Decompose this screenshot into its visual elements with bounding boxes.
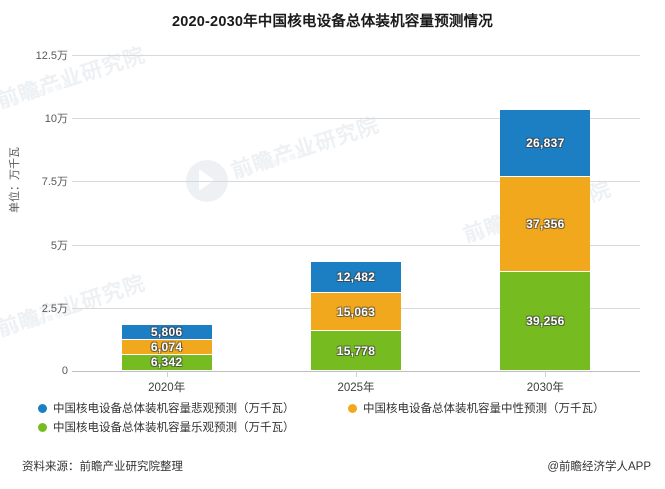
bar-segment[interactable]: 37,356 [500, 177, 591, 272]
chart-legend: 中国核电设备总体装机容量悲观预测（万千瓦） 中国核电设备总体装机容量中性预测（万千… [38, 400, 638, 438]
bar-value-label: 12,482 [336, 269, 376, 284]
source-note: 资料来源：前瞻产业研究院整理 [22, 461, 183, 473]
y-axis-tick-label: 2.5万 [41, 302, 68, 315]
grid-line [72, 244, 640, 246]
x-axis-tick-mark [166, 371, 168, 377]
y-axis-tick-label: 0 [61, 365, 68, 377]
legend-color-swatch [348, 403, 357, 413]
x-axis-tick-mark [545, 371, 547, 377]
bar-segment[interactable]: 26,837 [500, 109, 591, 178]
chart-title: 2020-2030年中国核电设备总体装机容量预测情况 [171, 14, 494, 30]
bar-segment[interactable]: 12,482 [311, 261, 401, 294]
bar-segment[interactable]: 15,063 [311, 293, 401, 332]
y-axis-tick-label: 7.5万 [41, 176, 68, 189]
legend-color-swatch [38, 422, 47, 432]
bar-value-label: 6,074 [150, 339, 183, 354]
legend-label: 中国核电设备总体装机容量悲观预测（万千瓦） [53, 403, 295, 415]
bar-value-label: 15,778 [336, 343, 376, 358]
y-axis: 0 2.5万 5万 7.5万 10万 12.5万 [10, 50, 80, 377]
y-axis-tick-label: 5万 [50, 239, 68, 252]
plot-area: 5,806 6,074 6,342 12,482 15,063 15,778 26,837 3… [72, 55, 640, 372]
bar-value-label: 5,806 [150, 324, 183, 339]
bar-segment[interactable]: 5,806 [121, 324, 212, 340]
bar-value-label: 37,356 [526, 217, 565, 232]
bar-segment[interactable]: 15,778 [311, 331, 401, 371]
bar-stack[interactable]: 26,837 37,356 39,256 [500, 109, 591, 371]
bar-value-label: 39,256 [526, 313, 565, 328]
legend-label: 中国核电设备总体装机容量中性预测（万千瓦） [363, 403, 605, 415]
grid-line [72, 181, 640, 183]
y-axis-tick-label: 10万 [44, 113, 68, 126]
brand-credit: @前瞻经济学人APP [547, 461, 651, 473]
bar-value-label: 15,063 [336, 304, 376, 319]
bar-stack[interactable]: 5,806 6,074 6,342 [121, 324, 212, 371]
legend-item[interactable]: 中国核电设备总体装机容量悲观预测（万千瓦） [38, 400, 295, 416]
legend-label: 中国核电设备总体装机容量乐观预测（万千瓦） [53, 422, 295, 434]
x-axis-tick-label: 2030年 [526, 382, 564, 394]
legend-item[interactable]: 中国核电设备总体装机容量中性预测（万千瓦） [348, 400, 605, 416]
bar-value-label: 6,342 [150, 355, 183, 370]
x-axis-tick-mark [356, 371, 357, 377]
bar-value-label: 26,837 [526, 135, 565, 150]
grid-line [72, 55, 640, 56]
bar-segment[interactable]: 39,256 [500, 271, 591, 371]
bar-stack[interactable]: 12,482 15,063 15,778 [311, 261, 401, 371]
bar-segment[interactable]: 6,342 [121, 354, 212, 371]
legend-item[interactable]: 中国核电设备总体装机容量乐观预测（万千瓦） [38, 419, 295, 435]
x-axis-tick-label: 2020年 [148, 382, 186, 394]
legend-color-swatch [38, 403, 47, 413]
x-axis-tick-label: 2025年 [337, 382, 375, 394]
y-axis-tick-label: 12.5万 [35, 50, 68, 62]
bar-segment[interactable]: 6,074 [121, 339, 212, 355]
grid-line [72, 118, 640, 120]
